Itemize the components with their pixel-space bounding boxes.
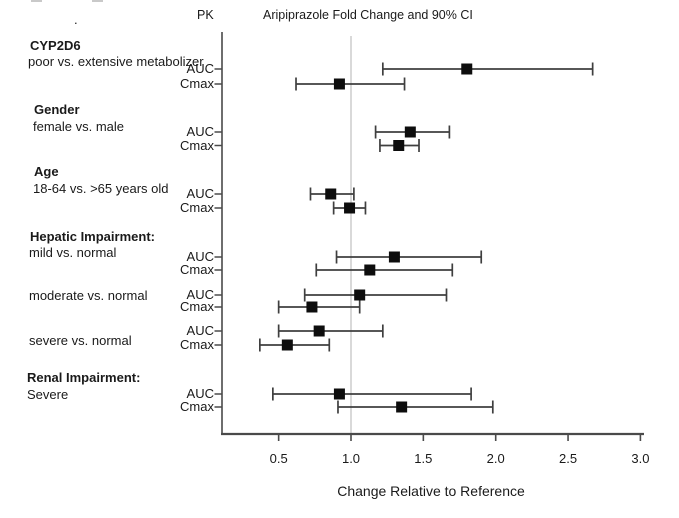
comparison-label: moderate vs. normal [29,288,148,303]
point-estimate-marker [388,251,400,263]
top-edge-artifact [92,0,103,2]
pk-row-label: Cmax [180,337,214,352]
pk-row-label: AUC [186,287,214,302]
point-estimate-marker [313,325,325,337]
point-estimate-marker [333,388,345,400]
group-heading: Hepatic Impairment: [30,229,155,244]
pk-row-label: Cmax [180,137,214,153]
point-estimate-marker [393,140,405,151]
pk-row-label: AUC [186,186,214,201]
point-estimate-marker [354,289,366,301]
pk-row-label: AUC [186,323,214,338]
comparison-label: mild vs. normal [29,245,117,260]
group-heading: Age [34,164,59,179]
x-tick-label: 1.5 [414,451,433,466]
group-heading: CYP2D6 [30,38,81,53]
x-tick-label: 1.0 [341,451,361,466]
comparison-label: female vs. male [33,119,125,134]
group-heading: Renal Impairment: [27,370,141,385]
stray-dot: . [74,12,78,27]
point-estimate-marker [404,126,416,138]
chart-title: Aripiprazole Fold Change and 90% CI [263,8,473,22]
pk-row-label: Cmax [180,262,214,277]
x-tick-label: 0.5 [269,451,288,466]
point-estimate-marker [281,339,293,351]
point-estimate-marker [344,202,356,214]
pk-row-label: Cmax [180,299,214,314]
comparison-label: 18-64 vs. >65 years old [33,181,169,196]
comparison-label: Severe [27,387,69,402]
x-tick-label: 2.0 [486,451,505,466]
pk-row-label: Cmax [180,399,214,414]
x-tick-label: 3.0 [631,451,650,466]
pk-row-label: AUC [186,249,214,264]
pk-row-label: Cmax [180,76,214,91]
x-axis-title: Change Relative to Reference [337,483,525,499]
top-edge-artifact [31,0,42,2]
pk-row-label: AUC [186,124,214,139]
point-estimate-marker [333,78,345,90]
x-tick-label: 2.5 [559,451,578,466]
point-estimate-marker [396,401,408,413]
comparison-label: severe vs. normal [29,333,132,348]
point-estimate-marker [364,264,376,276]
pk-row-label: AUC [186,386,214,401]
pk-row-label: AUC [186,61,214,76]
point-estimate-marker [306,301,318,313]
pk-row-label: Cmax [180,200,214,215]
pk-column-header: PK [197,8,214,22]
point-estimate-marker [325,188,337,200]
comparison-label: poor vs. extensive metabolizer [28,54,204,69]
point-estimate-marker [461,63,473,75]
group-heading: Gender [34,102,80,117]
